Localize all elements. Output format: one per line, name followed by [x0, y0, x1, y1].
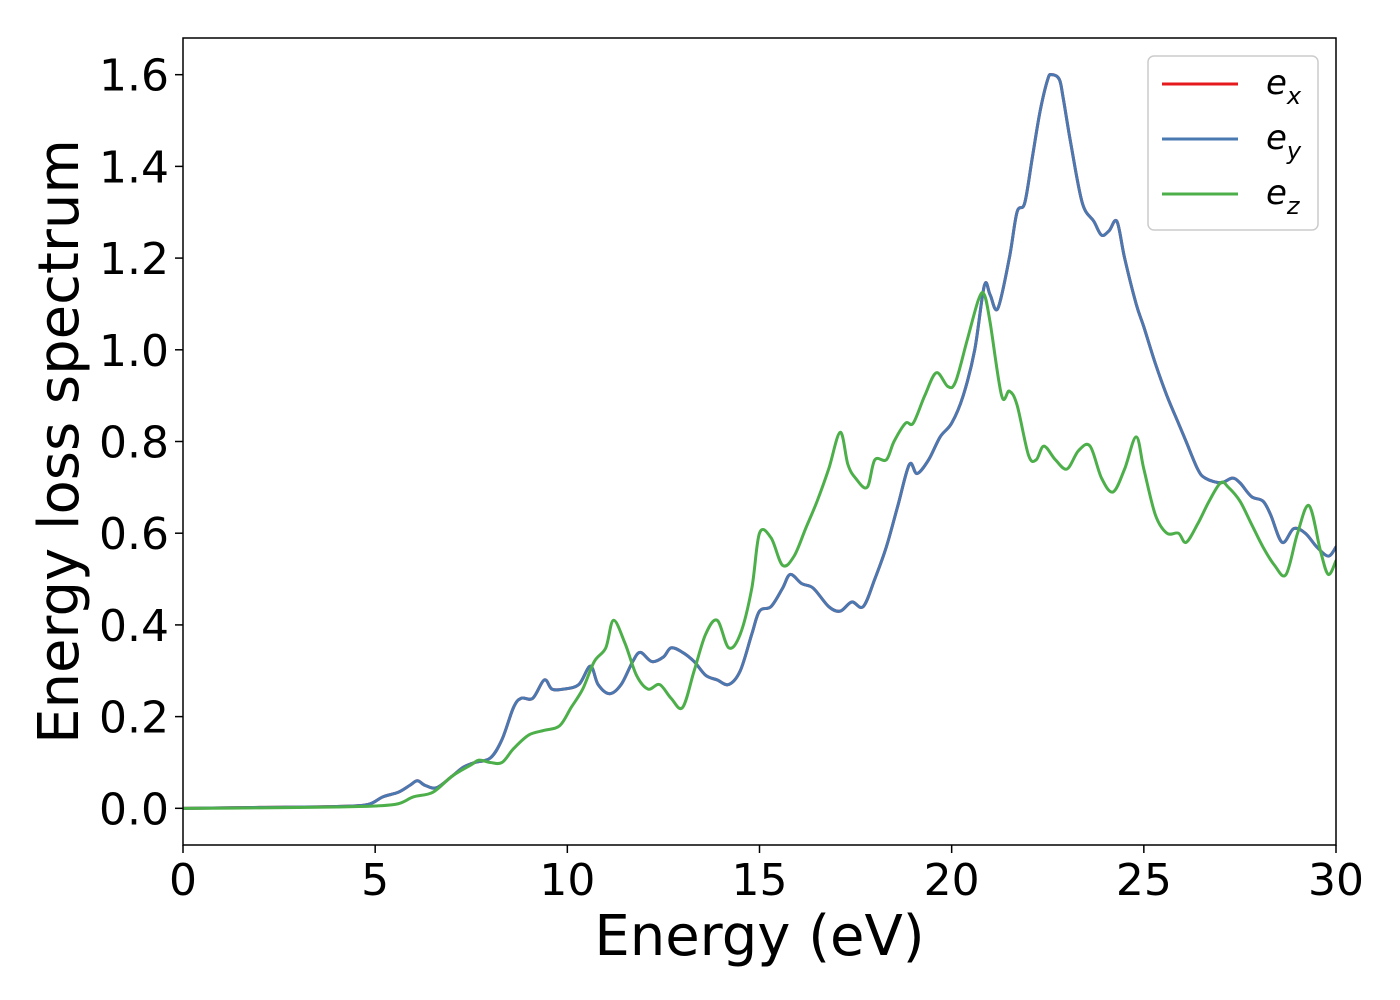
y-tick-label: 1.4 [99, 142, 169, 193]
y-tick-label: 1.2 [99, 234, 169, 285]
legend-label-x: ex [1266, 63, 1302, 110]
y-tick-label: 0.0 [99, 784, 169, 835]
y-axis: 0.0 0.2 0.4 0.6 0.8 1.0 1.2 1.4 1.6 [99, 51, 183, 835]
x-axis-label: Energy (eV) [594, 904, 924, 969]
x-tick-label: 10 [539, 855, 595, 906]
y-tick-label: 1.6 [99, 51, 169, 102]
x-tick-label: 20 [924, 855, 980, 906]
legend-label-subscript: y [1286, 137, 1302, 165]
x-tick-label: 15 [732, 855, 788, 906]
y-tick-label: 0.8 [99, 418, 169, 469]
y-tick-label: 1.0 [99, 326, 169, 377]
legend-label-subscript: z [1286, 192, 1301, 220]
series-line-y [183, 73, 1336, 810]
legend-label-base: e [1266, 118, 1287, 158]
series-line-z [183, 291, 1336, 810]
x-axis: 0 5 10 15 20 25 30 [169, 845, 1364, 906]
legend-label-y: ey [1266, 118, 1302, 165]
y-tick-label: 0.6 [99, 509, 169, 560]
x-tick-label: 25 [1116, 855, 1172, 906]
x-tick-label: 5 [361, 855, 389, 906]
x-tick-label: 0 [169, 855, 197, 906]
x-tick-label: 30 [1308, 855, 1364, 906]
legend-box [1147, 55, 1319, 231]
legend-label-subscript: x [1286, 82, 1302, 110]
series-layer [183, 73, 1336, 810]
y-axis-label: Energy loss spectrum [27, 139, 92, 744]
legend-label-base: e [1266, 63, 1287, 103]
y-tick-label: 0.2 [99, 693, 169, 744]
legend-label-base: e [1266, 173, 1287, 213]
legend-label-z: ez [1266, 173, 1301, 220]
y-tick-label: 0.4 [99, 601, 169, 652]
